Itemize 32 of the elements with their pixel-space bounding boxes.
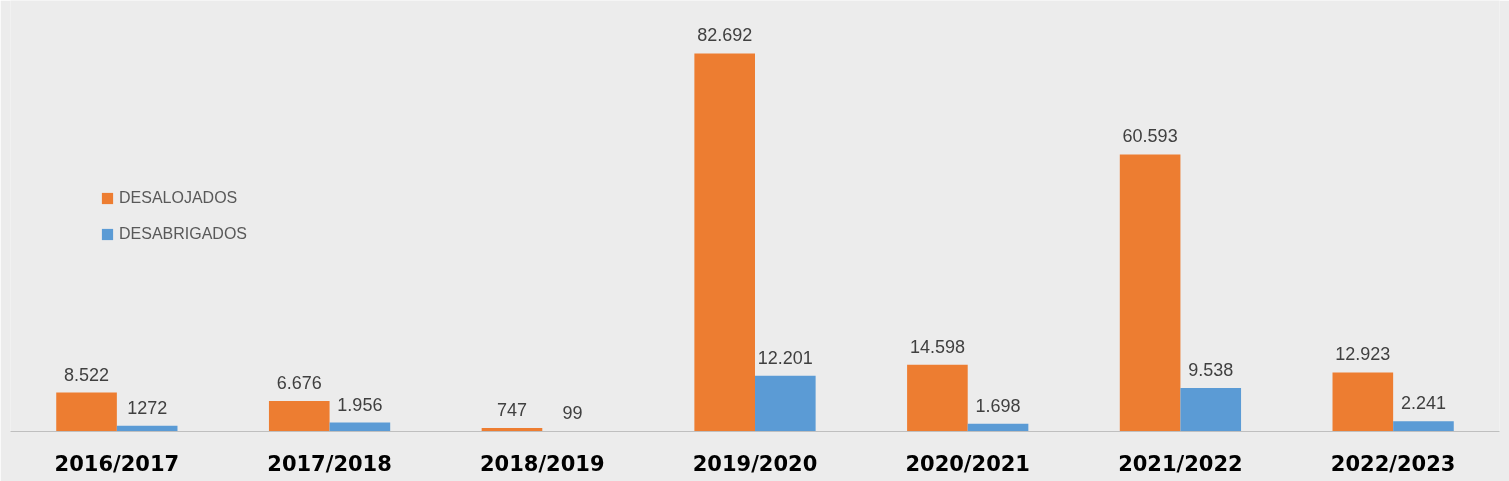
legend-label: DESABRIGADOS (119, 224, 248, 243)
data-label: 12.201 (757, 347, 813, 368)
bar (1180, 387, 1242, 432)
data-label: 2.241 (1400, 393, 1446, 414)
x-tick-label: 2019/2020 (692, 451, 818, 476)
data-label: 6.676 (276, 372, 322, 393)
data-label: 1272 (127, 397, 168, 418)
bar (694, 53, 755, 432)
data-label: 60.593 (1122, 126, 1178, 147)
bar (1119, 154, 1181, 432)
x-tick-label: 2021/2022 (1118, 451, 1243, 476)
x-tick-label: 2020/2021 (905, 451, 1031, 476)
bar (1393, 421, 1454, 432)
x-tick-label: 2022/2023 (1330, 451, 1456, 476)
data-label: 12.923 (1335, 344, 1391, 365)
bar (268, 400, 330, 432)
data-label: 8.522 (64, 364, 110, 385)
data-label: 1.698 (975, 395, 1021, 416)
data-label: 99 (562, 403, 583, 424)
bar (755, 375, 816, 432)
data-label: 1.956 (337, 394, 383, 415)
bar (56, 392, 117, 432)
data-label: 14.598 (909, 336, 965, 357)
x-tick-label: 2017/2018 (267, 451, 392, 476)
data-label: 747 (496, 400, 527, 421)
data-label: 82.692 (697, 25, 753, 46)
data-label: 9.538 (1188, 359, 1234, 380)
bar (1332, 372, 1394, 432)
x-tick-label: 2018/2019 (480, 451, 605, 476)
x-tick-label: 2016/2017 (54, 451, 180, 476)
legend-label: DESALOJADOS (119, 188, 238, 207)
bar (907, 364, 968, 432)
